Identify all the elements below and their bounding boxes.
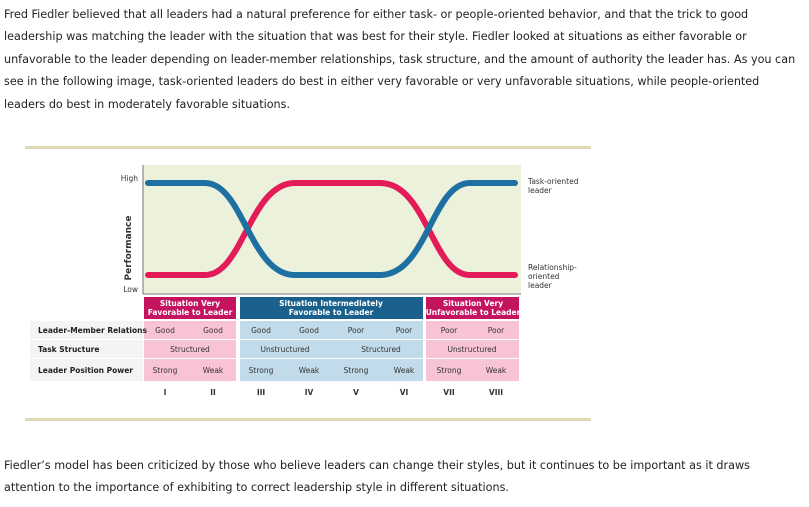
- numeral-7: VII: [443, 388, 455, 397]
- legend-task-oriented: Task-oriented leader: [527, 177, 579, 195]
- cell-bg-lpp-b: [240, 359, 423, 381]
- cell-bg-lpp-a: [144, 359, 236, 381]
- table-cells: [30, 321, 519, 381]
- cell-bg-lpp-c: [426, 359, 519, 381]
- group-3-line-1: Situation Very: [443, 299, 503, 308]
- cell-bg-lmr-a: [144, 321, 236, 339]
- relationship-oriented-curve: [145, 180, 518, 278]
- y-high-label: High: [121, 174, 138, 183]
- cell-bg-lmr-b: [240, 321, 423, 339]
- cell-bg-ts-a: [144, 340, 236, 358]
- group-header-very-unfavorable: [426, 297, 519, 319]
- row-label-task-structure: Task Structure: [38, 345, 99, 354]
- ts-cell-3: Structured: [361, 345, 401, 354]
- lmr-cell-1: Good: [155, 326, 175, 335]
- legend-task-line-1: Task-oriented: [527, 177, 579, 186]
- ts-cell-4: Unstructured: [447, 345, 496, 354]
- group-3-line-2: Unfavorable to Leader: [426, 308, 521, 317]
- lmr-cell-4: Good: [299, 326, 319, 335]
- lmr-cell-8: Poor: [488, 326, 505, 335]
- group-2-line-2: Favorable to Leader: [289, 308, 374, 317]
- numeral-3: III: [257, 388, 266, 397]
- row-band-lpp: [30, 359, 143, 381]
- row-label-leader-position-power: Leader Position Power: [38, 366, 133, 375]
- lmr-cell-2: Good: [203, 326, 223, 335]
- ts-cell-2: Unstructured: [260, 345, 309, 354]
- lpp-cell-3: Strong: [249, 366, 274, 375]
- lpp-cell-6: Weak: [394, 366, 415, 375]
- cell-bg-ts-b: [240, 340, 423, 358]
- divider-top: [25, 146, 591, 149]
- lpp-cell-7: Strong: [437, 366, 462, 375]
- row-band-ts: [30, 340, 143, 358]
- numeral-1: I: [164, 388, 167, 397]
- lpp-cell-1: Strong: [153, 366, 178, 375]
- legend-rel-line-3: leader: [528, 281, 553, 290]
- task-oriented-curve: [145, 180, 518, 278]
- ts-cell-1: Structured: [170, 345, 210, 354]
- lpp-cell-8: Weak: [486, 366, 507, 375]
- group-header-intermediate: [240, 297, 423, 319]
- lmr-cell-5: Poor: [348, 326, 365, 335]
- lpp-cell-5: Strong: [344, 366, 369, 375]
- lmr-cell-3: Good: [251, 326, 271, 335]
- lmr-cell-6: Poor: [396, 326, 413, 335]
- numeral-8: VIII: [489, 388, 503, 397]
- lmr-cell-7: Poor: [441, 326, 458, 335]
- cell-bg-ts-c: [426, 340, 519, 358]
- intro-paragraph: Fred Fiedler believed that all leaders h…: [4, 8, 796, 111]
- legend-rel-line-2: oriented: [528, 272, 560, 281]
- outro-paragraph: Fiedler’s model has been criticized by t…: [4, 459, 750, 495]
- group-header-very-favorable: [144, 297, 236, 319]
- y-low-label: Low: [123, 285, 138, 294]
- group-1-line-2: Favorable to Leader: [148, 308, 233, 317]
- numeral-2: II: [210, 388, 216, 397]
- y-axis-label: Performance: [124, 216, 134, 281]
- numeral-5: V: [353, 388, 359, 397]
- legend-task-line-2: leader: [528, 186, 553, 195]
- cell-bg-lmr-c: [426, 321, 519, 339]
- numeral-6: VI: [400, 388, 409, 397]
- numeral-4: IV: [305, 388, 314, 397]
- legend-relationship-oriented: Relationship- oriented leader: [528, 263, 577, 290]
- divider-bottom: [25, 418, 591, 421]
- row-label-leader-member-relations: Leader-Member Relations: [38, 326, 147, 335]
- row-band-lmr: [30, 321, 143, 339]
- group-2-line-1: Situation Intermediately: [279, 299, 383, 308]
- group-1-line-1: Situation Very: [160, 299, 220, 308]
- legend-rel-line-1: Relationship-: [528, 263, 577, 272]
- lpp-cell-4: Weak: [299, 366, 320, 375]
- lpp-cell-2: Weak: [203, 366, 224, 375]
